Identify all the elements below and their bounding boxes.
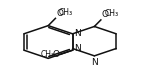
Text: CH₃: CH₃ [104,9,119,18]
Text: N: N [91,58,98,67]
Text: CH₃: CH₃ [59,8,73,17]
Text: O: O [52,50,59,59]
Text: N: N [74,29,81,38]
Text: N: N [74,44,81,53]
Text: O: O [56,9,63,18]
Text: CH₃: CH₃ [41,50,55,59]
Text: O: O [102,10,109,19]
